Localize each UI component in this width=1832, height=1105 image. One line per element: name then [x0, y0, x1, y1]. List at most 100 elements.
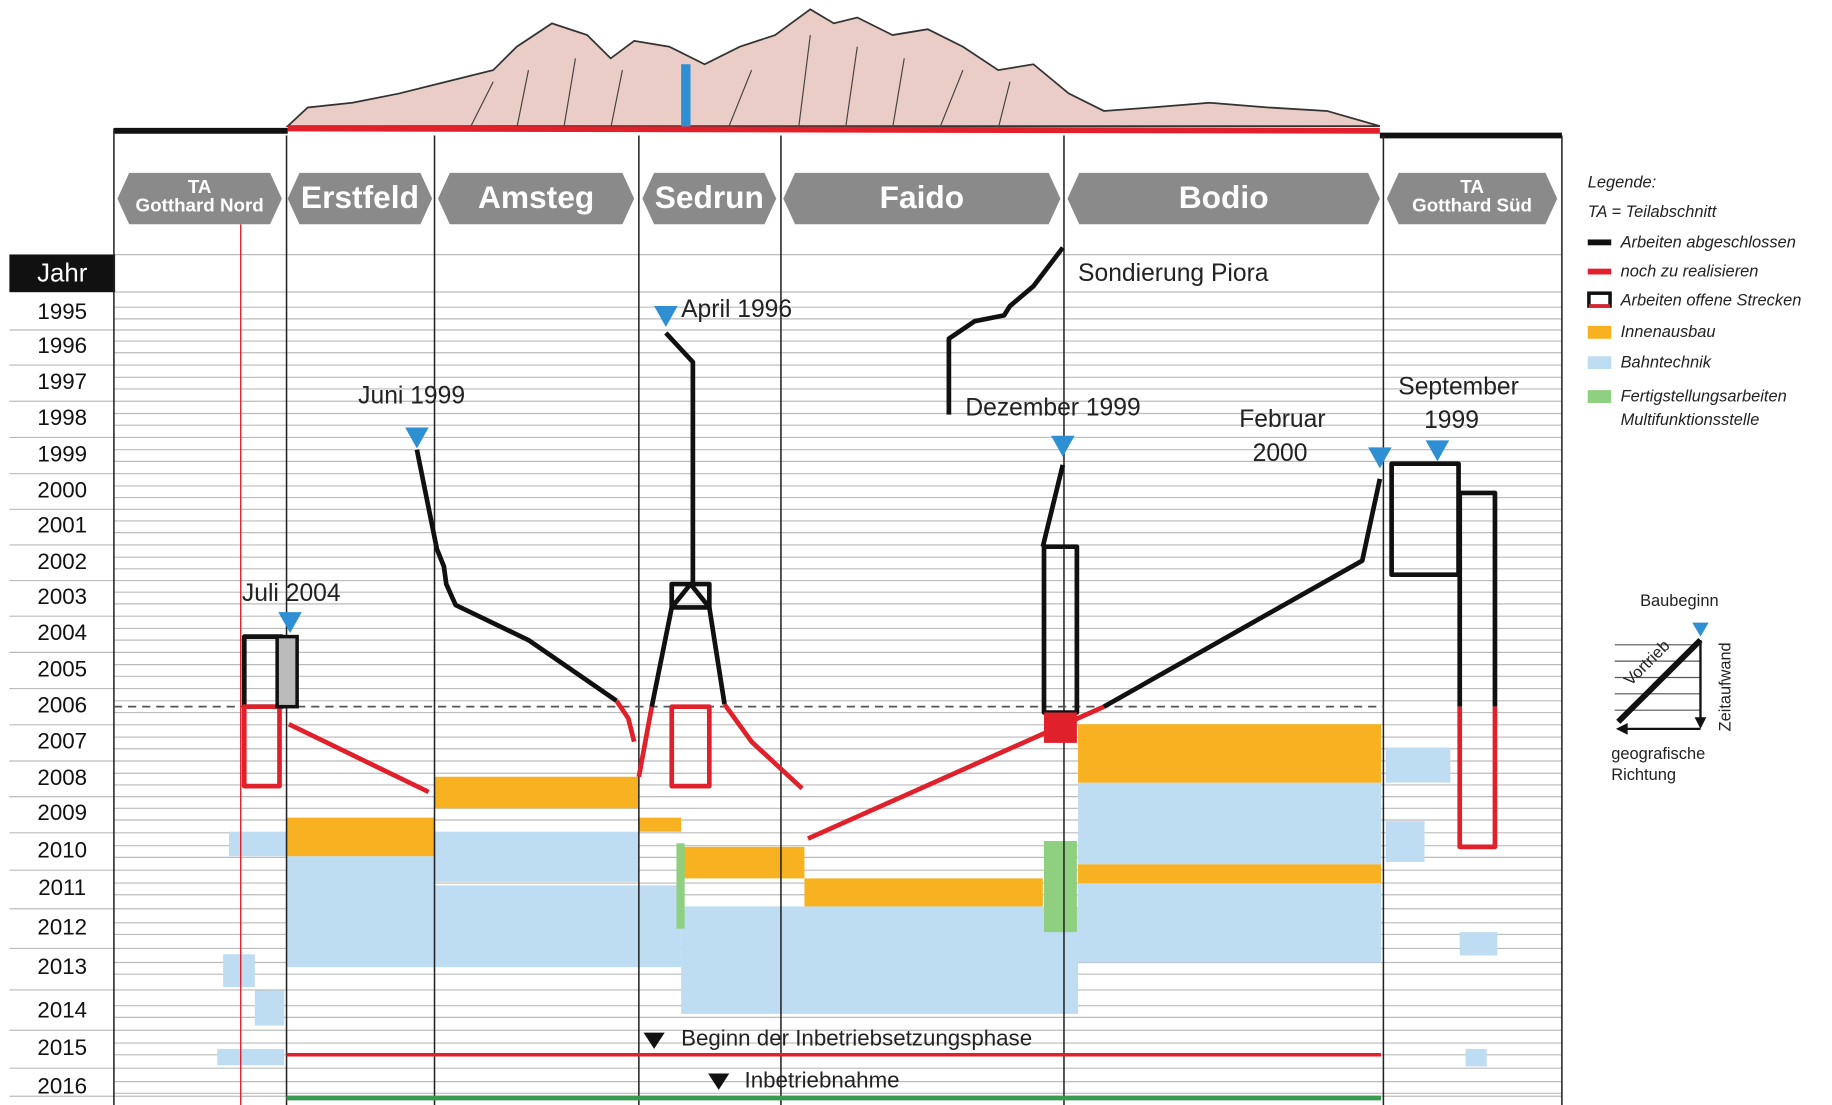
- work-lines: [241, 246, 1498, 1101]
- todo: [614, 699, 637, 743]
- marker: [1368, 447, 1392, 469]
- section-banner: [287, 172, 433, 225]
- section-banner: [117, 172, 282, 225]
- legend-text: Arbeiten offene Strecken: [1620, 292, 1802, 310]
- section-label: Amsteg: [478, 179, 594, 215]
- year-header-bg: [9, 254, 116, 293]
- tunnel-line: [287, 125, 1380, 134]
- year-label: 2004: [37, 620, 87, 645]
- section-label: Sedrun: [655, 179, 764, 215]
- legend-swatch: [1587, 239, 1612, 246]
- year-label: 2014: [37, 997, 87, 1022]
- done-box: [1389, 461, 1461, 578]
- marker: [278, 612, 302, 634]
- inset-label: Zeitaufwand: [1717, 642, 1735, 731]
- done: [1457, 490, 1498, 707]
- done-box: [275, 634, 299, 709]
- legend-text: Innenausbau: [1621, 323, 1716, 341]
- inset: Baubeginn Vortrieb Zeitaufwand geografis…: [1611, 592, 1734, 784]
- marker: [1425, 440, 1450, 462]
- todo: [636, 706, 655, 778]
- year-label: 2011: [38, 875, 86, 900]
- annotation: April 1996: [681, 296, 792, 323]
- done: [1040, 464, 1066, 548]
- year-label: 2003: [37, 584, 87, 609]
- milestone: Beginn der Inbetriebsetzungsphase: [681, 1026, 1032, 1051]
- legend-text: Arbeiten abgeschlossen: [1620, 233, 1796, 251]
- bahntechnik: [254, 990, 285, 1026]
- year-label: 2016: [37, 1073, 87, 1098]
- section-label: Gotthard Süd: [1412, 195, 1532, 216]
- done: [414, 449, 618, 703]
- bahntechnik: [434, 831, 639, 882]
- section-banner: [783, 172, 1061, 225]
- inset-label: Baubeginn: [1640, 592, 1719, 610]
- inset-marker: [1692, 622, 1709, 637]
- year-label: 1998: [37, 405, 87, 430]
- columns: [113, 128, 1563, 1105]
- done: [706, 607, 727, 705]
- year-label: 2013: [37, 954, 87, 979]
- annotation: 2000: [1253, 440, 1308, 467]
- fills: [217, 724, 1498, 1067]
- todo: [722, 702, 804, 791]
- done: [946, 246, 1065, 415]
- todo: [1457, 706, 1498, 850]
- legend: Legende: TA = Teilabschnitt Arbeiten abg…: [1587, 174, 1802, 429]
- year-label: 1997: [37, 369, 87, 394]
- year-label: 2010: [37, 837, 87, 862]
- year-label: 2001: [37, 513, 87, 538]
- section-banner: [438, 172, 635, 225]
- bahntechnik: [1465, 1048, 1487, 1067]
- legend-text: Fertigstellungsarbeiten: [1621, 387, 1787, 405]
- annotation: Dezember 1999: [965, 394, 1140, 421]
- annotation: Juni 1999: [358, 383, 465, 410]
- year-label: 2009: [37, 800, 87, 825]
- innenausbau: [683, 846, 805, 879]
- legend-swatch: [1587, 325, 1612, 339]
- legend-swatch: [1587, 390, 1612, 403]
- section-banner: [1067, 172, 1380, 225]
- done: [1102, 478, 1383, 709]
- annotation: September: [1398, 373, 1519, 400]
- bahntechnik: [286, 856, 435, 968]
- legend-text: Bahntechnik: [1621, 354, 1712, 372]
- rock-strata: [469, 34, 1011, 129]
- year-label: 2008: [37, 765, 87, 790]
- section-banner: [642, 172, 777, 225]
- bahntechnik: [1459, 932, 1498, 956]
- innenausbau: [286, 817, 435, 857]
- bahntechnik: [1385, 747, 1451, 783]
- shaft: [681, 64, 691, 129]
- bahntechnik: [434, 885, 682, 968]
- legend-text: Multifunktionsstelle: [1621, 411, 1760, 429]
- annotations: Juli 2004 Juni 1999 April 1996 Dezember …: [242, 260, 1519, 1092]
- bahntechnik: [1385, 821, 1425, 863]
- marker: [708, 1073, 730, 1090]
- bahntechnik: [1078, 782, 1382, 865]
- legend-swatch: [1587, 291, 1612, 308]
- legend-swatch: [1587, 356, 1612, 370]
- todo-box: [241, 704, 282, 789]
- inset-label: geografische: [1611, 745, 1705, 763]
- legend-swatch: [1587, 268, 1612, 275]
- year-label: 2012: [37, 915, 87, 940]
- done: [649, 606, 675, 708]
- legend-text: noch zu realisieren: [1621, 263, 1759, 281]
- section-label: TA: [1460, 176, 1484, 197]
- mountain-profile: [285, 8, 1381, 128]
- inset-arrow: [1615, 717, 1707, 735]
- marker: [654, 306, 678, 328]
- year-label: 2005: [37, 656, 87, 681]
- bahntechnik: [223, 954, 255, 988]
- annotation: 1999: [1424, 407, 1479, 434]
- done: [664, 331, 696, 585]
- multifunktion: [676, 843, 685, 929]
- section-label: Gotthard Nord: [136, 195, 264, 216]
- legend-title: Legende:: [1588, 174, 1656, 192]
- year-label: 2000: [37, 478, 87, 503]
- bahntechnik: [681, 906, 1079, 1014]
- year-label: 2015: [37, 1035, 87, 1060]
